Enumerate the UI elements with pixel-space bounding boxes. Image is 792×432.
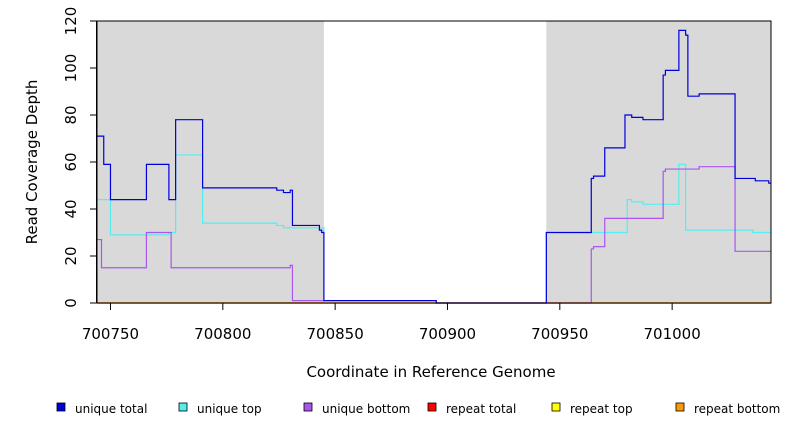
legend-swatch-unique-total <box>56 402 66 412</box>
legend-swatch-repeat-top <box>551 402 561 412</box>
y-axis: 0 20 40 60 80 100 120 <box>62 7 97 308</box>
shaded-regions <box>97 21 771 303</box>
y-tick-label: 40 <box>62 199 80 218</box>
y-tick-label: 80 <box>62 105 80 124</box>
shaded-region-1 <box>97 21 324 303</box>
x-tick-label: 700900 <box>419 325 476 343</box>
legend-label-repeat-bottom: repeat bottom <box>694 402 780 416</box>
legend: unique total unique top unique bottom repea… <box>56 402 780 416</box>
x-tick-label: 700800 <box>194 325 251 343</box>
legend-label-repeat-top: repeat top <box>570 402 633 416</box>
series-line-unique-total <box>97 29 771 304</box>
legend-swatch-unique-bottom <box>303 402 313 412</box>
x-tick-label: 700750 <box>82 325 139 343</box>
x-tick-label: 700850 <box>307 325 364 343</box>
x-tick-label: 701000 <box>644 325 701 343</box>
shaded-region-2 <box>546 21 771 303</box>
legend-label-repeat-total: repeat total <box>446 402 516 416</box>
legend-label-unique-top: unique top <box>197 402 262 416</box>
y-tick-label: 100 <box>62 54 80 83</box>
y-axis-title: Read Coverage Depth <box>23 80 41 245</box>
y-tick-label: 120 <box>62 7 80 36</box>
y-tick-label: 0 <box>62 298 80 308</box>
legend-label-unique-total: unique total <box>75 402 147 416</box>
legend-swatch-repeat-total <box>427 402 437 412</box>
y-tick-label: 60 <box>62 152 80 171</box>
legend-swatch-unique-top <box>178 402 188 412</box>
x-axis: 700750 700800 700850 700900 700950 701000 <box>82 302 701 343</box>
x-axis-title: Coordinate in Reference Genome <box>306 363 555 381</box>
y-tick-label: 20 <box>62 246 80 265</box>
x-tick-label: 700950 <box>531 325 588 343</box>
legend-label-unique-bottom: unique bottom <box>322 402 410 416</box>
legend-swatch-repeat-bottom <box>675 402 685 412</box>
